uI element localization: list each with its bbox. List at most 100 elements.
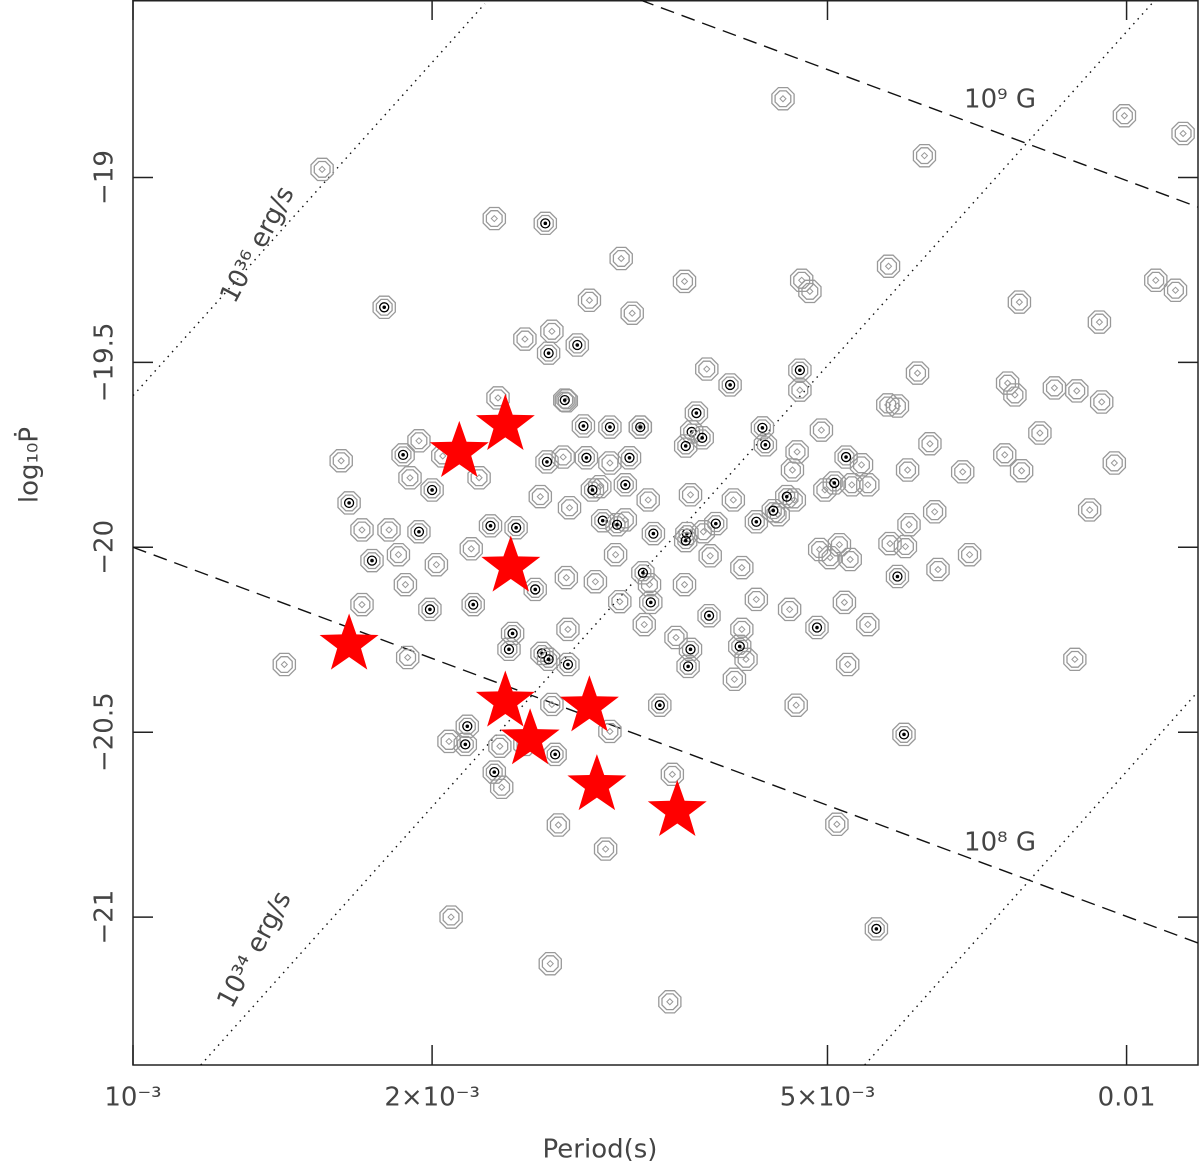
center-diamond <box>790 496 799 504</box>
point <box>540 692 564 717</box>
inner-ring <box>801 282 819 300</box>
center-dot <box>488 524 493 528</box>
point <box>1144 268 1168 293</box>
point <box>418 597 442 622</box>
center-ring <box>703 610 715 621</box>
outer-ring <box>556 652 580 677</box>
center-diamond <box>628 309 636 317</box>
outer-ring <box>690 426 714 450</box>
center-ring <box>559 394 570 406</box>
center-diamond <box>706 552 714 560</box>
inner-ring <box>1105 454 1123 472</box>
point <box>1087 310 1112 334</box>
inner-ring <box>961 546 979 564</box>
point <box>798 279 822 304</box>
inner-ring <box>583 481 601 499</box>
inner-ring <box>841 550 859 568</box>
outer-ring <box>660 762 685 787</box>
center-ring <box>489 766 500 778</box>
y-axis-label: log₁₀Ṗ <box>13 427 45 503</box>
point <box>540 319 564 344</box>
center-diamond <box>565 504 574 512</box>
outer-ring <box>420 478 444 502</box>
center-dot <box>566 662 570 667</box>
point <box>834 445 858 469</box>
outer-ring <box>551 445 575 469</box>
inner-ring <box>681 640 700 658</box>
center-diamond <box>1071 655 1079 664</box>
outer-ring <box>926 557 950 582</box>
outer-ring <box>695 357 719 381</box>
inner-ring <box>541 955 559 973</box>
center-diamond <box>666 998 674 1006</box>
point <box>398 466 422 490</box>
center-dot <box>902 732 906 737</box>
inner-ring <box>996 446 1014 464</box>
outer-ring <box>461 592 485 617</box>
inner-ring <box>725 670 743 688</box>
point <box>533 211 558 236</box>
inner-ring <box>843 476 861 494</box>
outer-ring <box>798 279 822 304</box>
outer-ring <box>337 491 361 515</box>
inner-ring <box>491 737 509 755</box>
center-diamond <box>793 448 801 456</box>
center-diamond <box>817 426 826 434</box>
center-diamond <box>926 440 934 448</box>
center-dot <box>815 625 819 630</box>
outer-ring <box>788 358 812 382</box>
center-diamond <box>1001 451 1009 459</box>
point <box>892 722 916 747</box>
outer-ring <box>885 564 910 589</box>
outer-ring <box>1112 104 1137 128</box>
point <box>1003 383 1027 407</box>
outer-ring <box>722 667 747 692</box>
point <box>722 667 747 692</box>
center-diamond <box>729 496 738 504</box>
point <box>660 762 685 787</box>
inner-ring <box>737 650 755 668</box>
center-ring <box>680 535 691 546</box>
center-diamond <box>901 542 910 551</box>
center-diamond <box>668 770 677 779</box>
point <box>350 592 374 617</box>
outer-ring <box>478 514 503 538</box>
point <box>553 388 577 412</box>
inner-ring <box>909 364 927 382</box>
point <box>993 443 1017 467</box>
inner-ring <box>899 461 917 479</box>
point <box>543 742 567 767</box>
reference-line <box>640 0 1198 208</box>
point <box>1007 290 1032 314</box>
inner-ring <box>1090 313 1108 331</box>
center-dot <box>638 425 643 429</box>
point <box>391 443 415 467</box>
inner-ring <box>1081 501 1099 519</box>
center-diamond <box>591 577 600 586</box>
inner-ring <box>707 515 725 533</box>
outer-ring <box>1089 390 1114 414</box>
inner-ring <box>410 523 428 541</box>
center-dot <box>714 521 718 526</box>
outer-ring <box>536 647 561 672</box>
center-ring <box>611 519 623 530</box>
center-ring <box>413 526 425 537</box>
point <box>840 473 864 497</box>
inner-ring <box>538 453 556 471</box>
inner-ring <box>353 521 371 539</box>
point <box>598 451 622 475</box>
point <box>641 521 666 546</box>
center-diamond <box>606 459 614 467</box>
point <box>628 415 653 439</box>
point <box>744 587 769 612</box>
center-diamond <box>738 563 746 572</box>
point <box>459 537 483 561</box>
outer-ring <box>840 473 864 497</box>
center-diamond <box>886 539 894 548</box>
point <box>912 143 937 168</box>
center-diamond <box>930 508 939 516</box>
center-diamond <box>617 254 625 263</box>
center-diamond <box>857 461 866 469</box>
center-diamond <box>826 553 834 562</box>
point <box>395 645 420 670</box>
